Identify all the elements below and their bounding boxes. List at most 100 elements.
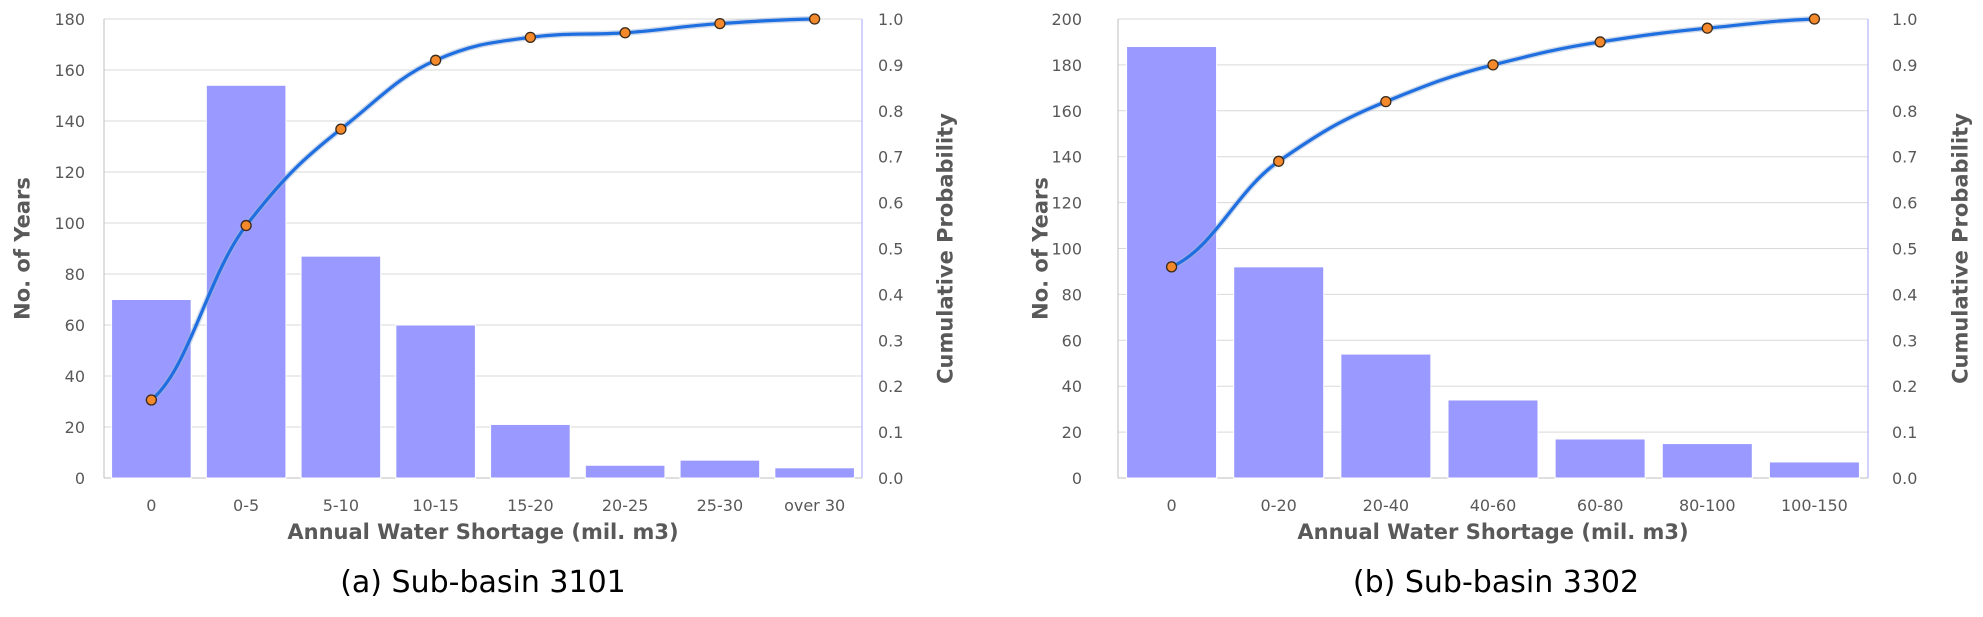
x-tick-label: 100-150 <box>1781 496 1848 515</box>
cumulative-point <box>1380 95 1392 108</box>
y-tick-label: 160 <box>1051 102 1082 121</box>
y2-tick-label: 0.3 <box>1892 331 1917 350</box>
y2-tick-label: 1.0 <box>1892 10 1917 29</box>
y-tick-label: 60 <box>1062 331 1082 350</box>
y-axis-title: No. of Years <box>1028 177 1052 320</box>
cumulative-point <box>1165 261 1178 273</box>
y-tick-label: 100 <box>1051 240 1082 259</box>
x-axis-title: Annual Water Shortage (mil. m3) <box>287 520 678 544</box>
chart-caption: (b) Sub-basin 3302 <box>1353 565 1639 600</box>
x-tick-label: 0 <box>146 496 156 515</box>
bar <box>774 467 855 479</box>
bar <box>679 459 761 479</box>
y2-tick-label: 0.1 <box>1892 423 1917 442</box>
y-tick-label: 180 <box>54 10 85 29</box>
y2-tick-label: 0.7 <box>1892 148 1917 167</box>
cumulative-point <box>619 27 631 39</box>
x-tick-label: 10-15 <box>412 496 459 515</box>
y2-tick-label: 0.2 <box>1892 377 1917 396</box>
y2-tick-label: 0.5 <box>1892 240 1917 259</box>
y-tick-label: 80 <box>1062 285 1082 304</box>
x-tick-label: 40-60 <box>1470 496 1517 515</box>
y-tick-label: 40 <box>65 367 85 386</box>
x-tick-label: 0-5 <box>233 496 259 515</box>
cumulative-point <box>335 123 347 135</box>
y-tick-label: 40 <box>1062 377 1082 396</box>
bar <box>1447 399 1539 479</box>
y-axis-title: No. of Years <box>10 177 34 320</box>
cumulative-point <box>1701 22 1713 34</box>
bar <box>1340 353 1432 479</box>
bar <box>111 299 192 479</box>
x-tick-label: 80-100 <box>1679 496 1736 515</box>
y2-tick-label: 0.6 <box>878 194 903 213</box>
chart-a: 0 20 40 60 80 100 120 140 160 180 0.0 0.1 0.2 0.3 0.4 0… <box>10 10 957 600</box>
x-tick-label: 20-25 <box>602 496 649 515</box>
y2-tick-label: 0.4 <box>1892 285 1917 304</box>
cumulative-point <box>240 219 252 232</box>
bar <box>1554 438 1646 479</box>
chart-caption: (a) Sub-basin 3101 <box>340 565 626 600</box>
cumulative-line <box>150 17 815 402</box>
bar <box>1233 266 1325 479</box>
y2-axis-title: Cumulative Probability <box>933 113 957 384</box>
y2-tick-label: 0.8 <box>878 102 903 121</box>
y2-tick-label: 0.2 <box>878 377 903 396</box>
x-tick-label: 0-20 <box>1261 496 1297 515</box>
y2-tick-label: 0.9 <box>1892 56 1917 75</box>
y-tick-label: 0 <box>1072 469 1082 488</box>
bar <box>1661 443 1753 479</box>
cumulative-point <box>1273 155 1285 167</box>
y2-axis-title: Cumulative Probability <box>1948 113 1972 384</box>
cumulative-point <box>1594 36 1606 48</box>
y2-tick-label: 0.3 <box>878 331 903 350</box>
bar <box>584 464 666 479</box>
bar <box>395 324 476 479</box>
x-tick-label: over 30 <box>784 496 845 515</box>
cumulative-line <box>1170 17 1815 269</box>
cumulative-point <box>1487 59 1499 71</box>
y2-tick-label: 0.9 <box>878 56 903 75</box>
y-tick-label: 180 <box>1051 56 1082 75</box>
y2-tick-label: 1.0 <box>878 10 903 29</box>
chart-b: 0 20 40 60 80 100 120 140 160 180 200 0.0 0.1 0.2 0.3 0… <box>1028 10 1972 600</box>
x-tick-label: 60-80 <box>1577 496 1624 515</box>
x-tick-label: 20-40 <box>1363 496 1410 515</box>
x-tick-label: 15-20 <box>507 496 554 515</box>
y-tick-label: 100 <box>54 214 85 233</box>
cumulative-point <box>524 31 537 44</box>
y-tick-label: 160 <box>54 61 85 80</box>
x-axis-title: Annual Water Shortage (mil. m3) <box>1297 520 1688 544</box>
y2-tick-label: 0.0 <box>878 469 903 488</box>
cumulative-point <box>714 17 726 30</box>
y-tick-label: 120 <box>54 163 85 182</box>
y-tick-label: 60 <box>65 316 85 335</box>
bar <box>490 423 571 479</box>
y-tick-label: 80 <box>65 265 85 284</box>
y-tick-label: 140 <box>1051 148 1082 167</box>
cumulative-point <box>145 394 158 406</box>
bar <box>1768 461 1860 479</box>
y2-tick-label: 0.7 <box>878 148 903 167</box>
y-tick-label: 120 <box>1051 194 1082 213</box>
y2-tick-label: 0.6 <box>1892 194 1917 213</box>
y2-tick-label: 0.5 <box>878 240 903 259</box>
cumulative-point <box>429 54 442 66</box>
y-tick-label: 20 <box>65 418 85 437</box>
y-tick-label: 140 <box>54 112 85 131</box>
cumulative-point <box>808 13 821 25</box>
x-tick-label: 5-10 <box>323 496 359 515</box>
y-tick-label: 200 <box>1051 10 1082 29</box>
y2-tick-label: 0.8 <box>1892 102 1917 121</box>
y2-tick-label: 0.1 <box>878 423 903 442</box>
y-tick-label: 20 <box>1062 423 1082 442</box>
bar <box>205 84 287 479</box>
x-tick-label: 0 <box>1166 496 1176 515</box>
x-tick-label: 25-30 <box>697 496 744 515</box>
y2-tick-label: 0.4 <box>878 285 903 304</box>
bar <box>300 255 382 479</box>
cumulative-line-shadow <box>1170 16 1815 270</box>
y2-tick-label: 0.0 <box>1892 469 1917 488</box>
y-tick-label: 0 <box>75 469 85 488</box>
